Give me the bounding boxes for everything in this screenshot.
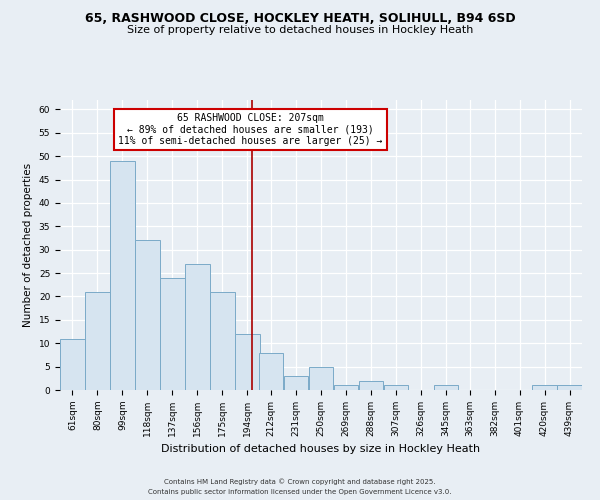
Y-axis label: Number of detached properties: Number of detached properties: [23, 163, 33, 327]
Bar: [235, 334, 260, 390]
Text: Size of property relative to detached houses in Hockley Heath: Size of property relative to detached ho…: [127, 25, 473, 35]
Text: 65, RASHWOOD CLOSE, HOCKLEY HEATH, SOLIHULL, B94 6SD: 65, RASHWOOD CLOSE, HOCKLEY HEATH, SOLIH…: [85, 12, 515, 26]
Bar: [135, 240, 160, 390]
Bar: [160, 278, 185, 390]
Bar: [532, 386, 557, 390]
Bar: [334, 386, 358, 390]
Bar: [383, 386, 408, 390]
Bar: [85, 292, 110, 390]
Bar: [284, 376, 308, 390]
Bar: [434, 386, 458, 390]
Bar: [185, 264, 209, 390]
Bar: [359, 380, 383, 390]
Bar: [557, 386, 582, 390]
Text: Contains public sector information licensed under the Open Government Licence v3: Contains public sector information licen…: [148, 489, 452, 495]
X-axis label: Distribution of detached houses by size in Hockley Heath: Distribution of detached houses by size …: [161, 444, 481, 454]
Bar: [60, 338, 85, 390]
Bar: [309, 366, 333, 390]
Bar: [110, 161, 135, 390]
Bar: [210, 292, 235, 390]
Bar: [259, 352, 283, 390]
Text: Contains HM Land Registry data © Crown copyright and database right 2025.: Contains HM Land Registry data © Crown c…: [164, 478, 436, 485]
Text: 65 RASHWOOD CLOSE: 207sqm
← 89% of detached houses are smaller (193)
11% of semi: 65 RASHWOOD CLOSE: 207sqm ← 89% of detac…: [118, 113, 383, 146]
